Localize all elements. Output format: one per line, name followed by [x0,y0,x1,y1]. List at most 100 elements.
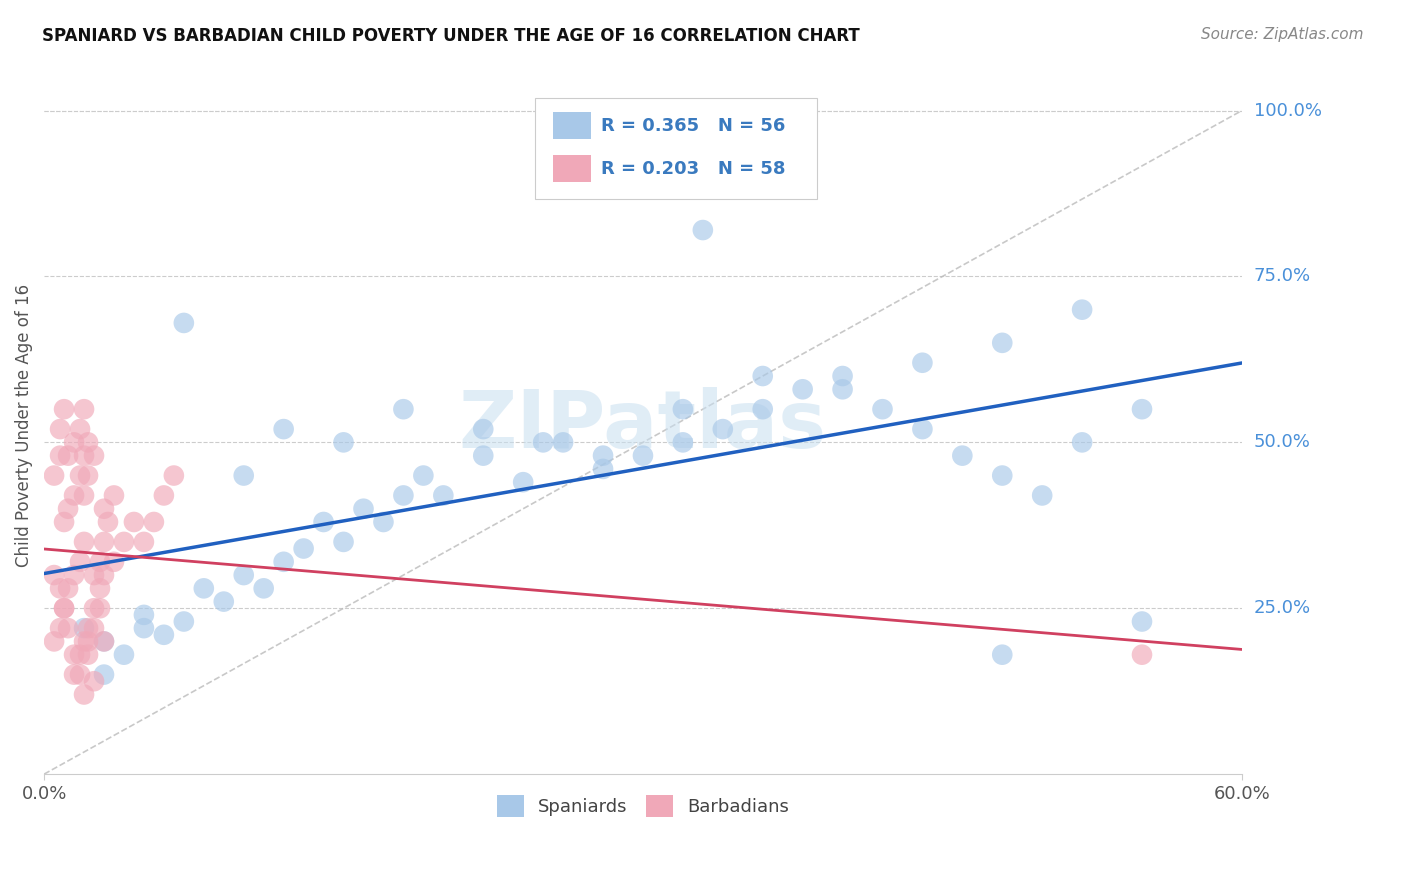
Point [142,515,165,529]
Point [49,449,72,463]
Point [77,468,100,483]
Point [73,449,96,463]
Point [592,449,614,463]
Point [911,422,934,436]
Point [93,501,115,516]
Point [83,674,105,689]
Point [991,648,1014,662]
Bar [553,155,592,182]
Point [42,568,65,582]
Point [93,634,115,648]
Point [73,621,96,635]
Point [77,648,100,662]
Point [89,555,111,569]
Point [132,535,155,549]
Point [93,667,115,681]
Point [56,582,79,596]
Point [872,402,894,417]
Point [472,449,495,463]
Point [53,601,76,615]
Point [1071,435,1094,450]
Point [1031,488,1053,502]
Point [173,316,195,330]
Text: R = 0.203   N = 58: R = 0.203 N = 58 [600,160,786,178]
Point [991,468,1014,483]
Point [472,422,495,436]
Point [711,422,734,436]
Point [1130,615,1153,629]
Point [83,621,105,635]
Point [911,356,934,370]
Point [93,535,115,549]
Point [53,515,76,529]
Text: R = 0.365   N = 56: R = 0.365 N = 56 [600,117,786,135]
Point [69,667,91,681]
Point [103,555,125,569]
Point [991,335,1014,350]
Point [83,449,105,463]
Point [392,488,415,502]
Point [63,488,86,502]
Point [97,515,120,529]
Point [392,402,415,417]
Point [831,382,853,396]
Text: 100.0%: 100.0% [1254,102,1322,120]
Text: SPANIARD VS BARBADIAN CHILD POVERTY UNDER THE AGE OF 16 CORRELATION CHART: SPANIARD VS BARBADIAN CHILD POVERTY UNDE… [42,27,860,45]
Text: ZIPatlas: ZIPatlas [458,387,827,465]
Point [56,449,79,463]
Point [49,422,72,436]
Point [212,594,235,608]
Point [42,468,65,483]
Point [163,468,186,483]
Point [672,435,695,450]
Point [112,535,135,549]
Point [432,488,454,502]
Point [53,402,76,417]
Point [173,615,195,629]
Point [89,601,111,615]
Point [751,369,773,384]
Point [1130,648,1153,662]
Point [49,621,72,635]
Point [332,535,354,549]
Point [56,621,79,635]
Point [1130,402,1153,417]
Point [193,582,215,596]
Point [273,422,295,436]
Point [253,582,276,596]
Point [332,435,354,450]
Point [153,488,176,502]
Text: 75.0%: 75.0% [1254,268,1310,285]
Point [631,449,654,463]
Point [73,688,96,702]
Point [69,422,91,436]
Point [73,488,96,502]
Point [412,468,434,483]
Point [1330,316,1353,330]
Point [831,369,853,384]
Point [83,568,105,582]
Point [312,515,335,529]
Point [292,541,315,556]
Point [373,515,395,529]
Point [73,402,96,417]
Point [531,435,554,450]
Legend: Spaniards, Barbadians: Spaniards, Barbadians [489,788,796,824]
Point [63,648,86,662]
Point [672,402,695,417]
Point [56,501,79,516]
Point [83,601,105,615]
Y-axis label: Child Poverty Under the Age of 16: Child Poverty Under the Age of 16 [15,285,32,567]
Point [63,435,86,450]
Point [77,435,100,450]
Point [950,449,973,463]
Point [112,648,135,662]
Point [93,568,115,582]
Point [103,488,125,502]
Point [353,501,375,516]
Point [1071,302,1094,317]
Point [792,382,814,396]
Point [69,468,91,483]
Point [132,621,155,635]
Bar [553,112,592,139]
